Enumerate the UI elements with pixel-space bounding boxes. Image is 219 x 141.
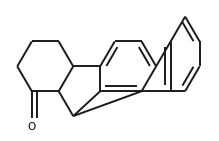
- Text: O: O: [28, 122, 36, 132]
